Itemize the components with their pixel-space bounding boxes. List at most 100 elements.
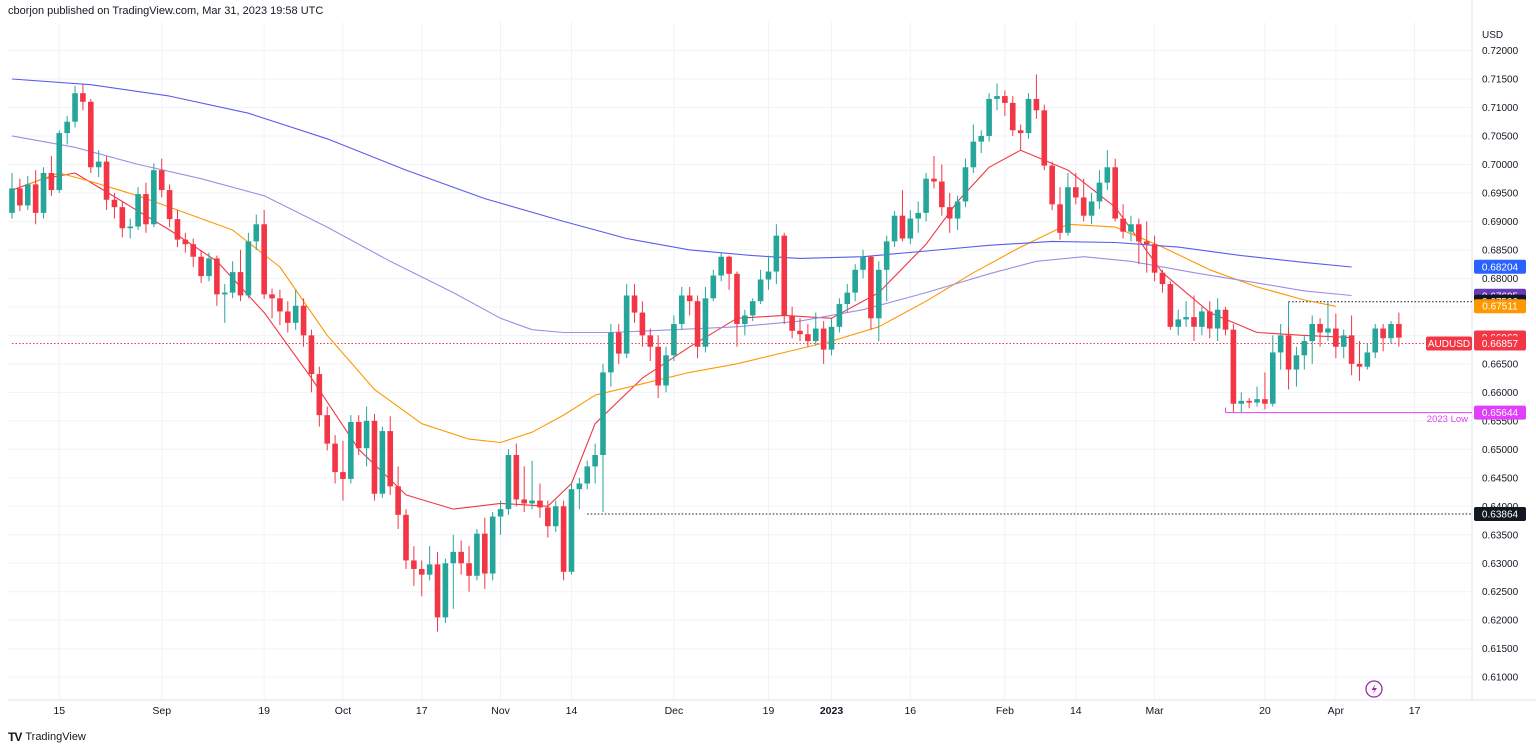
candle-body bbox=[174, 219, 181, 240]
x-tick-label: Apr bbox=[1328, 705, 1345, 717]
candle bbox=[1033, 74, 1040, 119]
candle bbox=[946, 192, 953, 233]
candle-body bbox=[489, 516, 496, 574]
candle-body bbox=[529, 500, 535, 504]
x-tick-label: 14 bbox=[566, 705, 578, 717]
candle bbox=[482, 517, 488, 589]
price-axis: USD 0.72000 0.71500 0.71000 0.70500 0.70000 0.… bbox=[1482, 30, 1519, 684]
candle bbox=[403, 509, 409, 569]
candle bbox=[292, 289, 299, 330]
candle bbox=[836, 298, 843, 333]
candle bbox=[111, 192, 118, 219]
candle bbox=[458, 540, 464, 575]
candle bbox=[1293, 346, 1300, 387]
candle-body bbox=[1333, 328, 1339, 347]
x-tick-label: 19 bbox=[763, 705, 775, 717]
candle bbox=[229, 261, 236, 299]
candle bbox=[994, 83, 1000, 111]
candle-body bbox=[883, 241, 890, 270]
candle bbox=[812, 312, 819, 346]
candle-body bbox=[552, 506, 559, 527]
candle bbox=[1049, 161, 1055, 211]
publish-header: cborjon published on TradingView.com, Ma… bbox=[8, 5, 324, 17]
price-label-text: 0.63864 bbox=[1482, 510, 1519, 521]
candle-body bbox=[1309, 323, 1315, 342]
candle-body bbox=[899, 215, 906, 239]
candle bbox=[442, 558, 449, 624]
candle bbox=[363, 406, 370, 467]
candle-body bbox=[308, 335, 315, 375]
candle-body bbox=[72, 93, 78, 122]
candle-body bbox=[946, 207, 953, 219]
candle-body bbox=[1317, 323, 1323, 333]
candle bbox=[560, 500, 567, 581]
candle bbox=[127, 218, 133, 239]
candle-body bbox=[694, 301, 701, 347]
candle bbox=[24, 175, 31, 211]
candle-body bbox=[127, 226, 133, 229]
candle bbox=[489, 511, 496, 581]
candle bbox=[285, 301, 291, 333]
candle-body bbox=[166, 190, 173, 220]
candle bbox=[1159, 269, 1166, 293]
candle-body bbox=[348, 421, 354, 479]
price-label: 0.63864 bbox=[1474, 507, 1526, 522]
candle bbox=[371, 413, 378, 501]
candle-body bbox=[647, 335, 654, 347]
candle-body bbox=[789, 315, 795, 331]
price-label: 0.68204 bbox=[1474, 259, 1526, 274]
candle-body bbox=[482, 533, 488, 574]
candle-body bbox=[765, 271, 772, 280]
candle bbox=[1364, 343, 1371, 370]
candle-body bbox=[954, 201, 961, 219]
candle-body bbox=[355, 421, 362, 449]
candle bbox=[734, 271, 740, 347]
candle bbox=[158, 158, 165, 198]
candle-body bbox=[907, 218, 914, 239]
candle-body bbox=[206, 258, 212, 277]
candle bbox=[923, 172, 929, 222]
candle-body bbox=[615, 332, 622, 354]
candle bbox=[206, 252, 212, 282]
candle-body bbox=[32, 184, 39, 213]
candle bbox=[418, 560, 425, 597]
price-label-text: 0.65644 bbox=[1482, 408, 1519, 419]
candle bbox=[702, 286, 709, 353]
candle-body bbox=[1183, 317, 1189, 320]
candle-body bbox=[1151, 244, 1158, 273]
symbol-tag-text: AUDUSD bbox=[1428, 339, 1470, 350]
candle-body bbox=[505, 455, 512, 510]
candle-body bbox=[103, 161, 110, 200]
footer: TV TradingView bbox=[8, 730, 86, 744]
candle-body bbox=[600, 372, 606, 456]
y-tick-label: 0.68000 bbox=[1482, 274, 1519, 285]
candle bbox=[316, 366, 323, 427]
candle-body bbox=[64, 121, 70, 134]
candle-body bbox=[363, 420, 370, 449]
candle-body bbox=[466, 563, 472, 576]
candle bbox=[663, 346, 669, 393]
time-axis: 15 Sep 19 Oct 17 Nov 14 Dec 19 2023 16 Feb 14 Mar 20 Ap… bbox=[53, 705, 1420, 717]
candle-body bbox=[1065, 187, 1071, 233]
candle-body bbox=[1159, 272, 1166, 285]
candle-body bbox=[1167, 284, 1174, 327]
price-label-text: 0.68204 bbox=[1482, 262, 1519, 273]
candle bbox=[686, 286, 693, 316]
candle-body bbox=[844, 292, 851, 305]
candle-body bbox=[1238, 400, 1245, 404]
candle-body bbox=[277, 298, 283, 312]
candle bbox=[860, 249, 866, 279]
candle bbox=[103, 155, 110, 211]
candle-body bbox=[40, 172, 47, 213]
candle bbox=[978, 130, 985, 154]
candle-body bbox=[1214, 309, 1221, 329]
candle bbox=[655, 335, 661, 399]
candle-body bbox=[340, 472, 346, 479]
candle bbox=[387, 416, 394, 495]
candle bbox=[198, 249, 204, 283]
candle bbox=[300, 298, 307, 347]
candle bbox=[694, 295, 701, 359]
candle-body bbox=[1230, 329, 1237, 404]
candle bbox=[1025, 93, 1032, 139]
